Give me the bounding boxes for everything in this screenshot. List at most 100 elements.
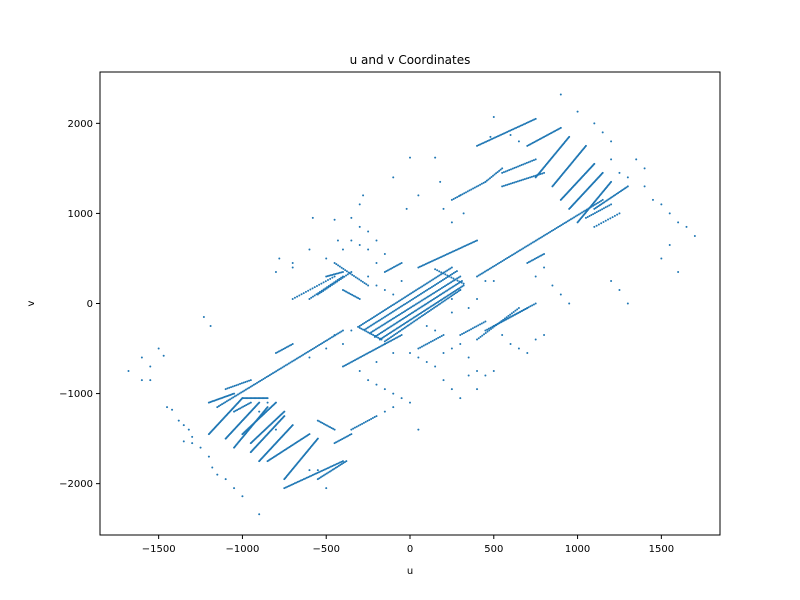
data-point-697 xyxy=(531,119,534,122)
data-point-1320 xyxy=(584,144,587,147)
data-point-655 xyxy=(335,462,338,465)
y-axis-label: v xyxy=(26,300,37,306)
data-point-1654 xyxy=(419,346,422,349)
data-point-506 xyxy=(289,361,292,364)
data-point-678 xyxy=(503,132,506,135)
data-point-1478 xyxy=(606,205,609,208)
data-point-588 xyxy=(552,228,555,231)
data-point-317 xyxy=(410,322,413,325)
data-point-1501 xyxy=(465,191,467,194)
data-point-1655 xyxy=(420,345,423,348)
data-point-526 xyxy=(321,342,324,345)
data-point-102 xyxy=(429,286,432,289)
data-point-439 xyxy=(445,253,448,256)
data-point-1677 xyxy=(475,325,478,328)
data-point-1686 xyxy=(481,334,484,337)
data-point-1168 xyxy=(330,426,333,429)
data-point-1629 xyxy=(341,288,344,291)
data-point-129 xyxy=(382,323,385,326)
data-point-1770 xyxy=(127,370,130,373)
data-point-297 xyxy=(459,286,462,289)
data-point-1536 xyxy=(353,275,355,277)
data-point-327 xyxy=(425,312,428,315)
data-point-1476 xyxy=(602,207,605,210)
data-point-1640 xyxy=(358,298,361,300)
data-point-15 xyxy=(382,310,385,313)
data-point-132 xyxy=(387,320,390,323)
data-point-689 xyxy=(519,124,522,127)
data-point-126 xyxy=(377,326,380,329)
data-point-525 xyxy=(319,343,322,346)
data-point-390 xyxy=(357,357,360,360)
data-point-586 xyxy=(549,230,552,233)
data-point-599 xyxy=(569,218,572,221)
data-point-1188 xyxy=(530,175,533,178)
data-point-183 xyxy=(378,332,381,335)
data-point-309 xyxy=(397,330,400,333)
data-point-67 xyxy=(374,321,377,324)
data-point-1601 xyxy=(300,293,303,296)
data-point-560 xyxy=(507,256,510,259)
data-point-1107 xyxy=(228,386,231,389)
data-point-343 xyxy=(450,295,453,298)
data-point-686 xyxy=(515,126,518,129)
data-point-1652 xyxy=(400,261,403,264)
data-point-140 xyxy=(399,312,402,315)
data-point-1781 xyxy=(187,428,190,431)
data-point-582 xyxy=(542,234,545,237)
data-point-358 xyxy=(370,333,373,336)
data-point-64 xyxy=(370,324,373,327)
data-point-1525 xyxy=(333,261,336,264)
data-point-715 xyxy=(339,463,342,466)
data-point-695 xyxy=(528,120,531,123)
data-point-1 xyxy=(360,324,363,327)
data-point-1144 xyxy=(350,428,353,431)
data-point-26 xyxy=(399,299,402,302)
data-point-1596 xyxy=(341,275,344,278)
data-point-1589 xyxy=(329,283,332,286)
data-point-51 xyxy=(438,274,441,277)
data-point-442 xyxy=(450,251,453,254)
data-point-313 xyxy=(403,326,406,329)
data-point-1513 xyxy=(484,180,487,183)
data-point-624 xyxy=(289,484,292,487)
data-point-1762 xyxy=(532,258,535,261)
data-point-1604 xyxy=(307,289,310,292)
data-point-1758 xyxy=(526,261,529,264)
data-point-656 xyxy=(337,462,340,465)
data-point-367 xyxy=(438,270,441,273)
data-point-483 xyxy=(252,383,255,386)
data-point-1496 xyxy=(456,196,459,199)
data-point-1672 xyxy=(466,330,469,333)
data-point-1739 xyxy=(503,319,506,322)
data-point-691 xyxy=(522,123,525,126)
data-point-576 xyxy=(533,240,536,243)
data-point-1831 xyxy=(593,122,596,125)
data-point-1623 xyxy=(284,347,287,350)
data-point-1442 xyxy=(594,206,597,209)
data-point-345 xyxy=(453,293,456,296)
data-point-170 xyxy=(445,284,448,287)
data-point-1625 xyxy=(287,345,290,348)
data-point-378 xyxy=(460,281,463,284)
data-point-113 xyxy=(446,276,449,279)
data-point-1211 xyxy=(527,161,530,164)
data-point-1753 xyxy=(527,306,530,309)
data-point-593 xyxy=(560,224,563,227)
data-point-1182 xyxy=(520,179,523,182)
data-point-458 xyxy=(474,240,477,243)
data-point-1204 xyxy=(515,166,518,169)
data-point-642 xyxy=(316,471,319,474)
data-point-1162 xyxy=(321,422,324,425)
data-point-1133 xyxy=(335,441,338,444)
data-point-1538 xyxy=(356,277,359,280)
data-point-799 xyxy=(316,437,319,440)
data-point-1791 xyxy=(241,495,244,498)
data-point-403 xyxy=(376,346,379,349)
data-point-1106 xyxy=(226,387,229,390)
data-point-70 xyxy=(379,318,382,321)
data-point-1515 xyxy=(487,178,490,181)
data-point-505 xyxy=(287,362,290,365)
data-point-136 xyxy=(393,316,396,319)
data-point-119 xyxy=(455,270,458,273)
